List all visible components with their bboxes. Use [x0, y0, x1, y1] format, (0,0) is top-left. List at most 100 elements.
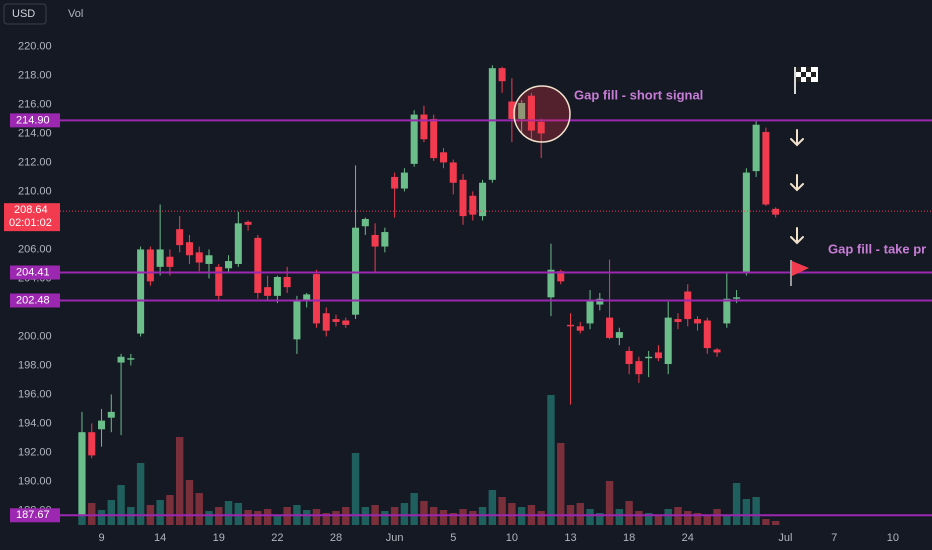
candle-body	[752, 124, 760, 172]
volume-bar	[254, 511, 262, 525]
candle-body	[723, 298, 731, 324]
candle-body	[488, 68, 496, 180]
x-tick-label: 5	[450, 532, 456, 544]
volume-bar	[654, 515, 663, 525]
x-tick-label: 13	[564, 532, 576, 544]
volume-bar	[557, 443, 565, 525]
candle-body	[684, 291, 692, 320]
candle-body	[742, 172, 750, 273]
volume-bar	[684, 511, 692, 525]
volume-bar	[469, 511, 477, 525]
candle-body	[645, 356, 653, 359]
red-flag	[790, 260, 809, 286]
candle-body	[439, 152, 448, 163]
candle-body	[146, 249, 154, 282]
volume-bar	[605, 481, 614, 525]
candle-body	[635, 361, 643, 375]
countdown: 02:01:02	[9, 217, 52, 229]
candle-body	[127, 358, 135, 360]
level-label: 202.48	[16, 294, 50, 306]
candle-body	[98, 420, 106, 430]
x-tick-label: Jun	[386, 532, 404, 544]
volume-bar	[332, 511, 340, 525]
candle-body	[205, 255, 213, 264]
candle-body	[342, 320, 350, 325]
candle-body	[527, 95, 535, 131]
volume-bar	[762, 519, 770, 525]
candle-body	[664, 317, 672, 365]
volume-bar	[664, 509, 672, 525]
x-tick-label: 14	[154, 532, 166, 544]
volume-bar	[771, 521, 780, 525]
volume-bar	[586, 509, 594, 525]
candle-body	[449, 162, 457, 183]
currency[interactable]: USD	[12, 8, 35, 20]
candle-body	[615, 332, 623, 338]
volume-bar	[596, 513, 604, 525]
volume-bar	[136, 463, 145, 525]
volume-bar	[351, 453, 360, 525]
candle-body	[273, 277, 281, 296]
volume-bar	[625, 501, 633, 525]
level-label-box	[10, 508, 60, 523]
x-tick-label: 22	[271, 532, 283, 544]
volume-toggle[interactable]: Vol	[68, 8, 83, 20]
candle-body	[537, 121, 545, 134]
arrow	[790, 174, 804, 192]
plot: 188.00190.00192.00194.00196.00198.00200.…	[4, 40, 932, 544]
level-label-box	[10, 265, 60, 280]
candle-body	[508, 101, 516, 119]
volume-bar	[381, 511, 389, 525]
x-tick-label: 10	[506, 532, 518, 544]
x-tick-label: 7	[831, 532, 837, 544]
candle-body	[410, 114, 418, 164]
arrow	[790, 227, 804, 245]
x-tick-label: 24	[682, 532, 694, 544]
volume-bar	[547, 395, 555, 525]
flag-checks	[796, 67, 816, 82]
volume-bar	[244, 510, 252, 525]
y-tick-label: 200.00	[18, 330, 52, 342]
volume-bar	[302, 510, 311, 525]
x-tick-label: 18	[623, 532, 635, 544]
candle-body	[225, 261, 233, 269]
level-label: 187.67	[16, 509, 50, 521]
volume-bar	[224, 501, 233, 525]
currency-box[interactable]	[3, 3, 47, 25]
annotation: Gap fill - short signal	[574, 87, 703, 102]
candle-body	[400, 172, 408, 189]
candle-body	[547, 269, 555, 298]
x-tick-label: Jul	[778, 532, 792, 544]
y-tick-label: 212.00	[18, 156, 52, 168]
candle-body	[117, 356, 125, 363]
candle-body	[176, 229, 184, 246]
candle-body	[420, 114, 428, 140]
candle-body	[596, 298, 604, 305]
volume-bar	[273, 515, 282, 525]
candle-body	[156, 249, 164, 267]
candle-body	[371, 234, 379, 247]
volume-bar	[234, 503, 243, 525]
volume-bar	[107, 500, 116, 525]
candle-body	[566, 324, 575, 327]
candle-body	[772, 208, 780, 215]
candle-body	[713, 349, 721, 353]
volume-bar	[537, 511, 545, 525]
candle-body	[576, 326, 584, 331]
candle-body	[693, 319, 702, 324]
candle-body	[312, 274, 320, 324]
x-tick-label: 9	[98, 532, 104, 544]
volume-bar	[459, 509, 467, 525]
highlight-circle	[513, 85, 571, 143]
volume-bar	[439, 510, 448, 525]
level-label: 214.90	[16, 114, 50, 126]
volume-bar	[185, 480, 194, 525]
candle-body	[381, 232, 389, 247]
candle-body	[625, 350, 633, 365]
flag-cloth	[796, 67, 818, 82]
volume-bar	[742, 499, 751, 525]
candle-body	[244, 221, 252, 225]
volume-bar	[693, 513, 702, 525]
